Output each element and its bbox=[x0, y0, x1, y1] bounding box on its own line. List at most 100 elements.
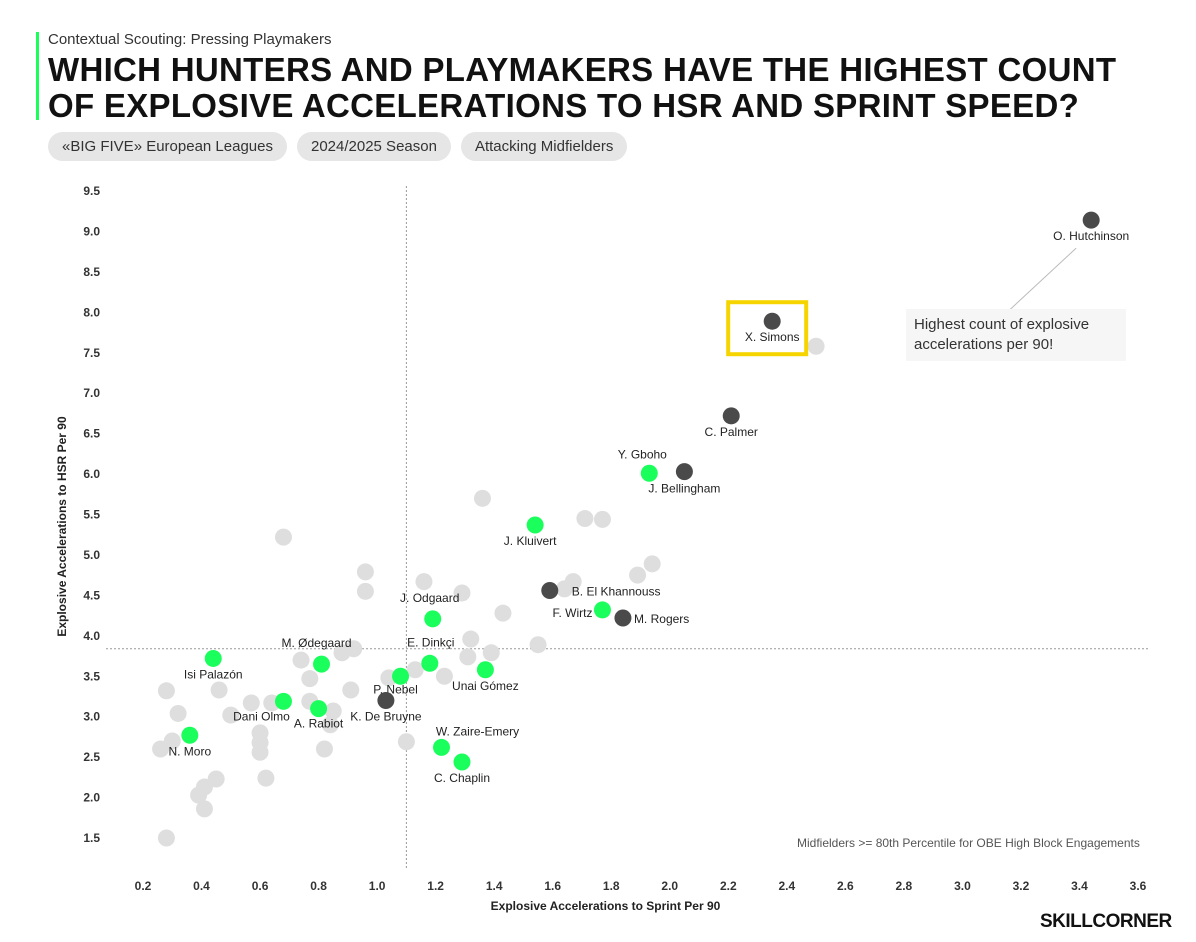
y-tick-label: 8.5 bbox=[83, 265, 100, 279]
filter-chips: «BIG FIVE» European Leagues 2024/2025 Se… bbox=[48, 132, 628, 161]
data-point-other bbox=[195, 800, 213, 818]
x-tick-label: 2.6 bbox=[837, 879, 854, 893]
y-tick-label: 5.0 bbox=[83, 548, 100, 562]
data-point-labeled bbox=[453, 753, 471, 771]
data-point-other bbox=[324, 702, 342, 720]
data-point-labeled bbox=[433, 738, 450, 756]
data-point-label: J. Odgaard bbox=[400, 591, 459, 605]
data-point-other bbox=[321, 716, 339, 734]
y-tick-label: 9.5 bbox=[83, 184, 100, 198]
data-point-labeled bbox=[675, 463, 693, 481]
data-point-label: W. Zaire-Emery bbox=[436, 724, 519, 738]
data-point-other bbox=[169, 704, 187, 722]
y-tick-label: 4.5 bbox=[83, 588, 100, 602]
annotation-leader-line bbox=[1005, 247, 1077, 314]
footnote: Midfielders >= 80th Percentile for OBE H… bbox=[797, 836, 1140, 850]
x-tick-label: 1.8 bbox=[603, 879, 620, 893]
y-tick-label: 7.0 bbox=[83, 386, 100, 400]
data-point-other bbox=[494, 604, 512, 622]
data-point-label: Unai Gómez bbox=[452, 679, 519, 693]
data-point-other bbox=[356, 563, 374, 581]
y-tick-label: 3.0 bbox=[83, 710, 100, 724]
page-title: Which Hunters and Playmakers Have the Hi… bbox=[48, 51, 1117, 124]
data-point-label: K. De Bruyne bbox=[350, 710, 422, 724]
data-point-other bbox=[356, 582, 374, 600]
data-point-other bbox=[415, 573, 433, 591]
x-tick-label: 3.4 bbox=[1071, 879, 1088, 893]
data-point-labeled bbox=[763, 312, 781, 330]
data-point-other bbox=[301, 670, 319, 688]
data-point-labeled bbox=[526, 516, 544, 534]
y-tick-label: 8.0 bbox=[83, 305, 100, 319]
data-point-other bbox=[576, 510, 594, 528]
data-point-other bbox=[274, 528, 292, 546]
x-axis-title: Explosive Accelerations to Sprint Per 90 bbox=[491, 899, 721, 913]
data-point-label: J. Kluivert bbox=[504, 534, 557, 548]
data-point-other bbox=[242, 694, 260, 712]
data-point-other bbox=[157, 682, 175, 700]
data-point-other bbox=[453, 584, 471, 602]
data-point-other bbox=[342, 681, 360, 699]
data-point-other bbox=[292, 651, 310, 669]
data-point-other bbox=[397, 733, 415, 751]
data-point-other bbox=[157, 829, 175, 847]
data-point-label: E. Dinkçi bbox=[407, 635, 454, 649]
highlight-box bbox=[726, 300, 809, 357]
chip-position[interactable]: Attacking Midfielders bbox=[460, 132, 628, 161]
data-point-labeled bbox=[181, 726, 199, 744]
x-tick-label: 2.4 bbox=[778, 879, 795, 893]
data-point-other bbox=[435, 667, 453, 685]
data-point-other bbox=[406, 661, 424, 679]
data-point-labeled bbox=[310, 700, 328, 718]
data-point-labeled bbox=[204, 649, 222, 667]
data-point-label: A. Rabiot bbox=[294, 717, 344, 731]
data-point-other bbox=[462, 630, 480, 648]
data-point-labeled bbox=[424, 610, 442, 628]
data-point-other bbox=[459, 648, 477, 666]
annotation-box: Highest count of explosive accelerations… bbox=[906, 309, 1126, 361]
x-tick-label: 0.2 bbox=[135, 879, 152, 893]
x-tick-label: 0.8 bbox=[310, 879, 327, 893]
data-point-labeled bbox=[392, 667, 410, 685]
y-tick-label: 2.5 bbox=[83, 750, 100, 764]
x-tick-label: 3.6 bbox=[1130, 879, 1147, 893]
data-point-other bbox=[315, 740, 333, 758]
data-point-other bbox=[807, 337, 825, 355]
y-tick-label: 4.0 bbox=[83, 629, 100, 643]
data-point-labeled bbox=[313, 655, 331, 673]
data-point-labeled bbox=[541, 582, 559, 600]
data-point-label: Y. Gboho bbox=[618, 447, 667, 461]
data-point-labeled bbox=[1082, 211, 1100, 229]
x-tick-label: 3.2 bbox=[1013, 879, 1030, 893]
y-axis-title: Explosive Accelerations to HSR Per 90 bbox=[55, 416, 69, 637]
y-tick-label: 9.0 bbox=[83, 224, 100, 238]
data-point-label: O. Hutchinson bbox=[1053, 229, 1129, 243]
data-point-other bbox=[345, 640, 363, 658]
data-point-other bbox=[190, 786, 208, 804]
x-tick-label: 2.2 bbox=[720, 879, 737, 893]
chip-leagues[interactable]: «BIG FIVE» European Leagues bbox=[48, 132, 287, 161]
x-tick-label: 3.0 bbox=[954, 879, 971, 893]
y-tick-label: 2.0 bbox=[83, 791, 100, 805]
data-point-label: C. Chaplin bbox=[434, 771, 490, 785]
data-point-other bbox=[555, 580, 573, 598]
data-point-other bbox=[643, 555, 661, 573]
data-point-labeled bbox=[274, 692, 292, 710]
title-accent-bar bbox=[36, 32, 39, 120]
data-point-other bbox=[251, 743, 269, 761]
data-point-other bbox=[210, 681, 228, 699]
data-point-label: Isi Palazón bbox=[184, 667, 243, 681]
data-point-label: X. Simons bbox=[745, 330, 800, 344]
data-point-other bbox=[222, 706, 240, 724]
kicker-text: Contextual Scouting: Pressing Playmakers bbox=[48, 31, 332, 48]
chip-season[interactable]: 2024/2025 Season bbox=[296, 132, 451, 161]
data-point-other bbox=[473, 489, 491, 507]
data-point-label: J. Bellingham bbox=[648, 482, 720, 496]
y-tick-label: 1.5 bbox=[83, 831, 100, 845]
y-tick-label: 5.5 bbox=[83, 508, 100, 522]
x-tick-label: 0.6 bbox=[252, 879, 269, 893]
data-point-label: C. Palmer bbox=[705, 425, 758, 439]
x-tick-label: 1.0 bbox=[369, 879, 386, 893]
y-tick-label: 7.5 bbox=[83, 346, 100, 360]
